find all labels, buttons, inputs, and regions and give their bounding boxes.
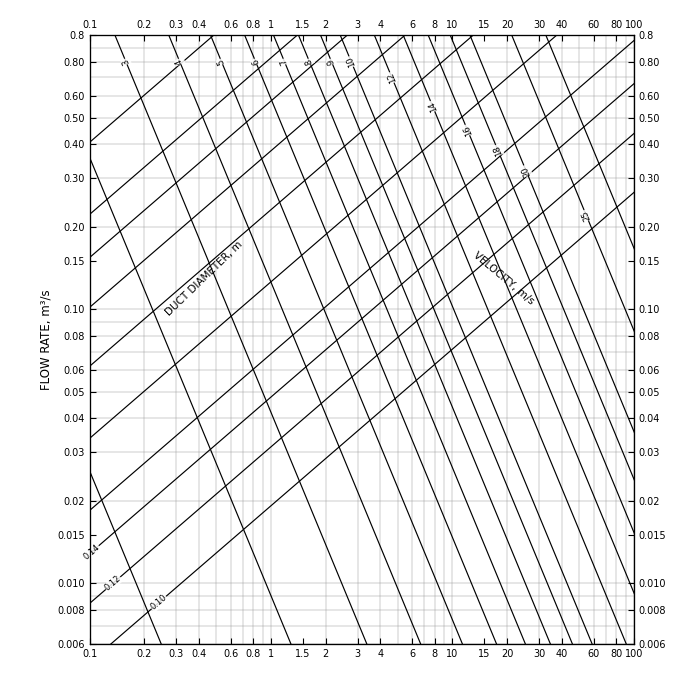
Text: 8: 8 (305, 57, 315, 66)
Text: 16: 16 (461, 123, 473, 136)
Text: 9: 9 (327, 57, 337, 66)
Text: VELOCITY, m/s: VELOCITY, m/s (471, 251, 535, 307)
Text: 12: 12 (386, 71, 398, 84)
Text: 4: 4 (174, 57, 185, 66)
Text: 6: 6 (250, 57, 260, 66)
Text: 7: 7 (279, 57, 289, 66)
Text: 0.12: 0.12 (103, 574, 123, 593)
Text: 0.14: 0.14 (81, 542, 101, 561)
Text: 0.10: 0.10 (149, 593, 169, 612)
Text: 10: 10 (345, 55, 358, 68)
Text: DUCT DIAMETER, m: DUCT DIAMETER, m (163, 239, 244, 318)
Text: 14: 14 (426, 99, 439, 113)
Text: 5: 5 (216, 57, 227, 66)
Text: 18: 18 (492, 144, 504, 157)
Text: 25: 25 (580, 209, 593, 222)
Text: 3: 3 (121, 57, 131, 66)
Y-axis label: FLOW RATE, m³/s: FLOW RATE, m³/s (40, 289, 53, 390)
Text: 20: 20 (520, 164, 532, 177)
